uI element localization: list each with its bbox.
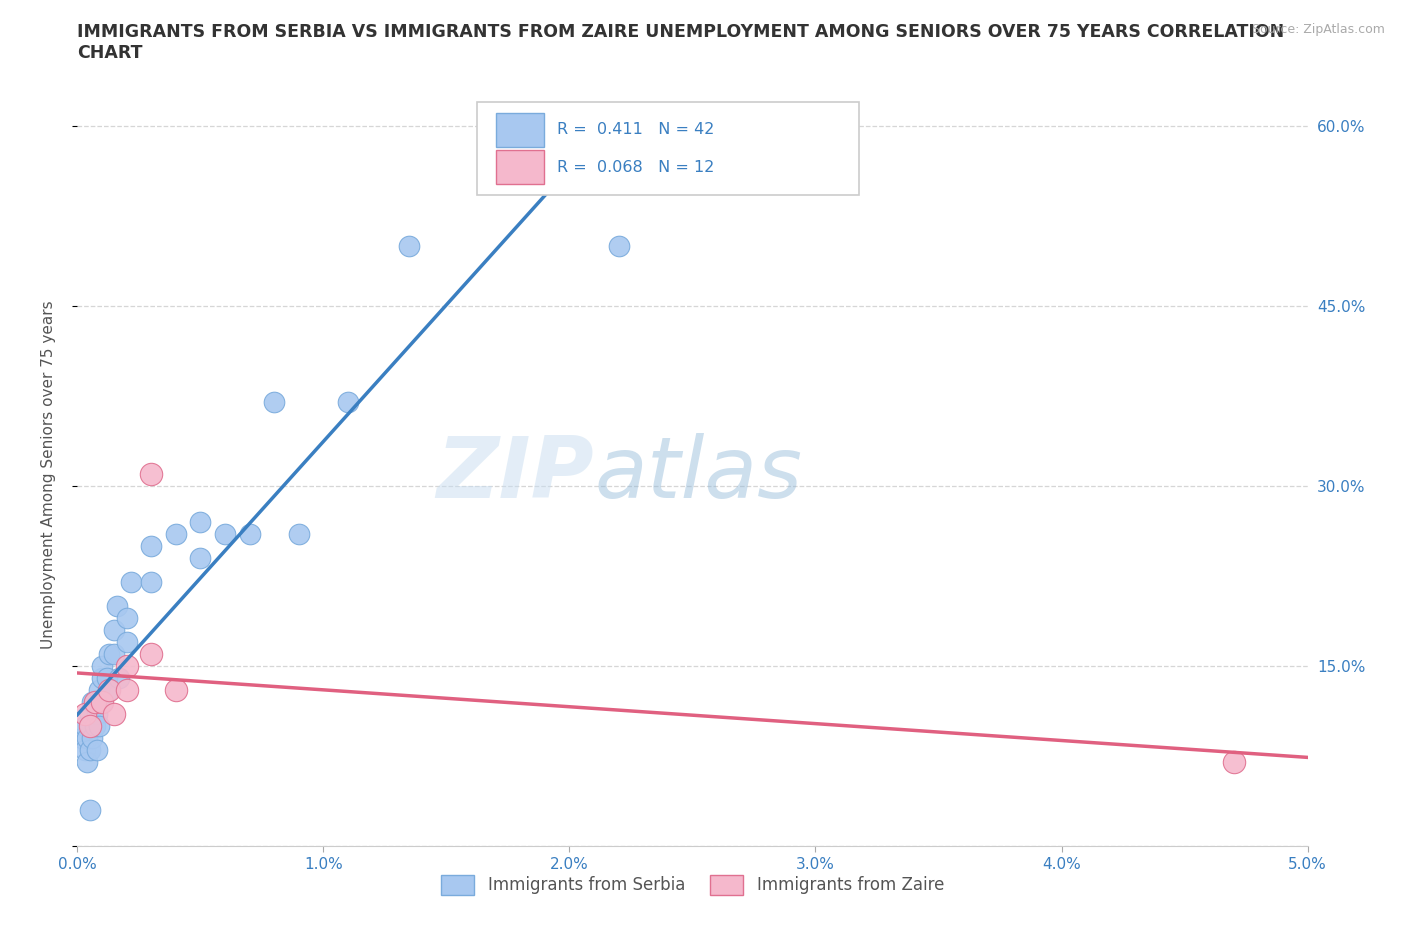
Text: atlas: atlas [595,432,801,516]
Text: IMMIGRANTS FROM SERBIA VS IMMIGRANTS FROM ZAIRE UNEMPLOYMENT AMONG SENIORS OVER : IMMIGRANTS FROM SERBIA VS IMMIGRANTS FRO… [77,23,1285,62]
Text: R =  0.068   N = 12: R = 0.068 N = 12 [557,160,714,175]
Point [79,719,101,734]
Point [82,695,104,710]
Point [115,658,138,673]
Point [76,731,98,746]
Point [121,575,143,590]
Y-axis label: Unemployment Among Seniors over 75 years: Unemployment Among Seniors over 75 years [42,300,56,648]
Point [188,515,212,530]
Point [141,575,163,590]
Point [73,719,96,734]
Point [70,731,93,746]
Point [79,707,101,722]
Point [86,707,108,722]
Text: R =  0.411   N = 42: R = 0.411 N = 42 [557,123,714,138]
Point [141,467,163,482]
Point [90,695,114,710]
Point [79,743,101,758]
Point [165,527,187,542]
Point [90,658,114,673]
Point [141,647,163,662]
Point [103,647,125,662]
Point [83,695,105,710]
Point [1223,755,1246,770]
Point [76,755,98,770]
Point [214,527,236,542]
Point [98,647,121,662]
Point [98,683,121,698]
Point [90,695,114,710]
Point [83,695,105,710]
Point [96,671,118,685]
Point [103,623,125,638]
Point [188,551,212,565]
Point [83,719,105,734]
Text: ZIP: ZIP [436,432,595,516]
Point [90,671,114,685]
Point [73,707,96,722]
Point [89,683,111,698]
Point [607,239,630,254]
Point [115,635,138,650]
Point [337,395,360,410]
FancyBboxPatch shape [496,113,544,147]
Point [79,803,101,817]
Point [86,743,108,758]
FancyBboxPatch shape [496,150,544,184]
Point [103,707,125,722]
Point [263,395,285,410]
Point [89,719,111,734]
Point [115,683,138,698]
Point [398,239,420,254]
Point [108,671,131,685]
FancyBboxPatch shape [477,102,859,195]
Point [98,683,121,698]
Point [239,527,262,542]
Point [115,611,138,626]
Point [141,538,163,553]
Text: Source: ZipAtlas.com: Source: ZipAtlas.com [1251,23,1385,36]
Point [79,719,101,734]
Point [165,683,187,698]
Legend: Immigrants from Serbia, Immigrants from Zaire: Immigrants from Serbia, Immigrants from … [434,869,950,901]
Point [288,527,311,542]
Point [105,599,128,614]
Point [82,731,104,746]
Point [73,743,96,758]
